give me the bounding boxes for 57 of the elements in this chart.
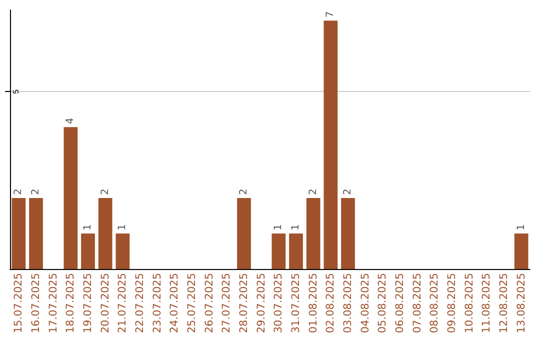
- data-label: 1: [82, 224, 94, 231]
- x-tick-label: 22.07.2025: [134, 273, 146, 334]
- data-label: 2: [308, 188, 319, 196]
- x-tick-label: 01.08.2025: [307, 273, 320, 334]
- bar: [306, 198, 320, 269]
- x-tick-label: 16.07.2025: [30, 273, 42, 334]
- x-tick-label: 07.08.2025: [411, 273, 424, 334]
- x-tick-label: 05.08.2025: [376, 273, 389, 334]
- bar: [289, 234, 303, 269]
- x-tick-label: 23.07.2025: [151, 273, 164, 334]
- bar: [514, 234, 528, 269]
- y-tick-label: 5: [12, 88, 20, 94]
- x-tick-label: 27.07.2025: [220, 273, 233, 334]
- data-label: 2: [342, 188, 354, 196]
- data-label: 2: [100, 188, 111, 196]
- data-label: 1: [117, 224, 128, 231]
- data-label: 1: [516, 224, 527, 231]
- x-tick-label: 25.07.2025: [186, 273, 198, 334]
- x-tick-label: 10.08.2025: [463, 273, 476, 334]
- bar: [272, 234, 286, 269]
- x-tick-label: 03.08.2025: [342, 273, 354, 334]
- data-label: 2: [238, 188, 250, 196]
- x-tick-label: 11.08.2025: [480, 273, 493, 334]
- x-tick-label: 08.08.2025: [428, 273, 441, 334]
- bar: [324, 20, 338, 269]
- x-tick-label: 17.07.2025: [47, 273, 60, 334]
- x-tick-label: 24.07.2025: [168, 273, 181, 334]
- x-tick-label: 02.08.2025: [324, 273, 337, 334]
- x-tick-label: 09.08.2025: [446, 273, 458, 334]
- x-tick-label: 04.08.2025: [359, 273, 372, 334]
- data-label: 7: [325, 11, 336, 18]
- bar: [64, 127, 78, 269]
- x-tick-label: 12.08.2025: [498, 273, 510, 334]
- x-tick-label: 06.08.2025: [394, 273, 406, 334]
- bar: [237, 198, 251, 269]
- x-tick-label: 19.07.2025: [82, 273, 94, 334]
- x-tick-label: 30.07.2025: [272, 273, 285, 334]
- data-label: 1: [290, 224, 302, 231]
- data-label: 2: [30, 188, 42, 196]
- data-label: 2: [13, 188, 24, 196]
- x-tick-label: 26.07.2025: [203, 273, 216, 334]
- data-label: 4: [65, 118, 76, 124]
- x-tick-label: 21.07.2025: [116, 273, 129, 334]
- x-tick-label: 29.07.2025: [255, 273, 268, 334]
- bar: [341, 198, 355, 269]
- x-tick-label: 13.08.2025: [515, 273, 528, 334]
- bar: [116, 234, 130, 269]
- data-label: 1: [273, 224, 284, 231]
- x-tick-label: 15.07.2025: [12, 273, 25, 334]
- x-tick-label: 20.07.2025: [99, 273, 112, 334]
- bar: [12, 198, 26, 269]
- x-tick-label: 31.07.2025: [290, 273, 302, 334]
- bar: [98, 198, 112, 269]
- x-tick-label: 28.07.2025: [238, 273, 250, 334]
- x-tick-label: 18.07.2025: [64, 273, 77, 334]
- bar: [29, 198, 43, 269]
- bar: [81, 234, 95, 269]
